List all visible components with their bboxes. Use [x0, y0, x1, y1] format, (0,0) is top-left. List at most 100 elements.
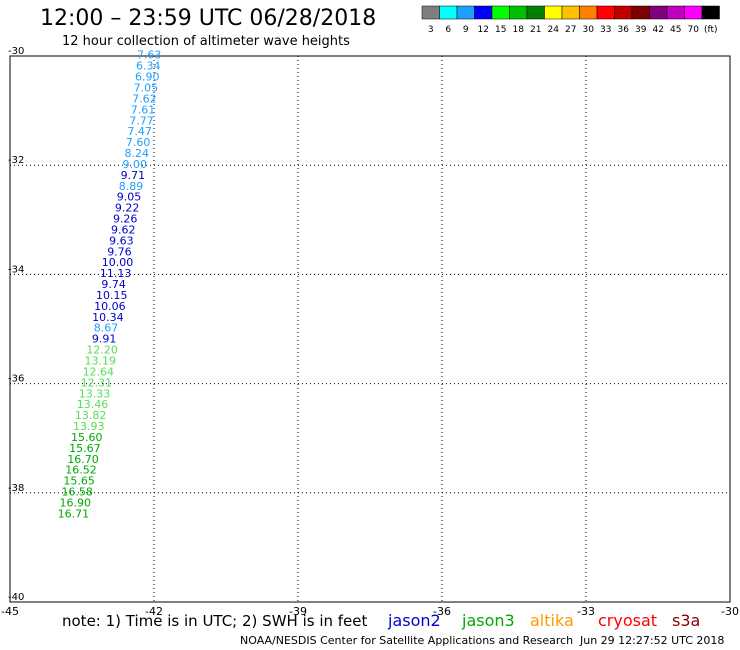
scale-swatch [491, 5, 510, 20]
scale-label: 30 [583, 25, 595, 35]
y-tick-label: -34 [8, 264, 24, 275]
data-point-label: 13.93 [73, 420, 105, 433]
data-point-label: 10.00 [102, 256, 134, 269]
data-point-label: 9.00 [123, 158, 148, 171]
data-point-label: 6.90 [135, 71, 160, 84]
data-point-label: 9.05 [117, 191, 142, 204]
scale-swatch [666, 5, 685, 20]
scale-swatch [509, 5, 528, 20]
data-point-label: 8.24 [124, 147, 149, 160]
page-title: 12:00 – 23:59 UTC 06/28/2018 [40, 6, 377, 31]
satellite-legend-jason2: jason2 [387, 611, 441, 630]
scale-swatch [631, 5, 650, 20]
data-point-label: 8.67 [94, 322, 119, 335]
scale-swatch [474, 5, 493, 20]
scale-label: 39 [635, 25, 647, 35]
scale-label: 70 [688, 25, 700, 35]
data-point-label: 7.77 [129, 114, 154, 127]
data-point-label: 11.13 [100, 267, 132, 280]
scale-label: 15 [495, 25, 506, 35]
scale-label: 24 [548, 25, 560, 35]
y-tick-label: -38 [8, 483, 24, 494]
y-tick-label: -36 [8, 374, 24, 385]
x-tick-label: -42 [145, 605, 163, 618]
page-subtitle: 12 hour collection of altimeter wave hei… [62, 34, 350, 49]
scale-swatch [701, 5, 720, 20]
satellite-legend-altika: altika [530, 611, 574, 630]
data-point-label: 9.26 [113, 213, 138, 226]
data-point-label: 13.82 [75, 409, 107, 422]
data-point-label: 7.62 [132, 92, 157, 105]
x-tick-label: -30 [721, 605, 739, 618]
data-point-label: 16.58 [61, 486, 93, 499]
satellite-legend-jason3: jason3 [461, 611, 515, 630]
data-point-label: 15.60 [71, 431, 103, 444]
scale-label: 9 [463, 25, 469, 35]
data-point-label: 12.64 [83, 365, 115, 378]
data-point-label: 9.22 [115, 202, 140, 215]
scale-label: 42 [653, 25, 664, 35]
y-tick-label: -40 [8, 592, 24, 603]
data-point-label: 9.91 [92, 333, 117, 346]
data-point-label: 13.46 [77, 398, 109, 411]
data-point-label: 6.34 [136, 60, 161, 73]
x-tick-label: -33 [577, 605, 595, 618]
scale-swatch [649, 5, 668, 20]
data-point-label: 10.34 [92, 311, 124, 324]
scale-swatch [544, 5, 563, 20]
footer-note: note: 1) Time is in UTC; 2) SWH is in fe… [62, 612, 368, 630]
scale-swatch [596, 5, 615, 20]
scale-swatch [421, 5, 440, 20]
scale-label: 33 [600, 25, 611, 35]
footer-timestamp: Jun 29 12:27:52 UTC 2018 [580, 634, 725, 647]
scale-label: 3 [428, 25, 434, 35]
scale-label: 12 [478, 25, 489, 35]
data-point-label: 16.90 [60, 496, 92, 509]
data-point-label: 9.71 [121, 169, 146, 182]
data-point-label: 9.74 [101, 278, 126, 291]
data-point-label: 7.63 [137, 49, 162, 62]
data-point-label: 16.71 [58, 507, 90, 520]
scale-label: 36 [618, 25, 630, 35]
data-point-label: 7.05 [134, 81, 159, 94]
scale-label: 45 [670, 25, 681, 35]
data-point-label: 7.60 [126, 136, 151, 149]
data-point-label: 13.33 [79, 387, 111, 400]
data-point-label: 15.65 [63, 475, 95, 488]
data-point-label: 9.62 [111, 223, 136, 236]
x-tick-label: -39 [289, 605, 307, 618]
x-tick-label: -45 [1, 605, 19, 618]
footer-credit: NOAA/NESDIS Center for Satellite Applica… [240, 634, 574, 647]
y-tick-label: -30 [8, 46, 24, 57]
data-point-label: 15.67 [69, 442, 101, 455]
y-tick-label: -32 [8, 155, 24, 166]
scale-swatch [579, 5, 598, 20]
scale-swatch [439, 5, 458, 20]
scale-label: 18 [513, 25, 525, 35]
data-point-label: 13.19 [84, 354, 116, 367]
scale-unit: (ft) [704, 25, 718, 35]
scale-swatch [526, 5, 545, 20]
data-point-label: 12.20 [86, 344, 118, 357]
scale-swatch [684, 5, 703, 20]
data-point-label: 7.47 [127, 125, 152, 138]
plot-frame [9, 55, 731, 603]
scale-label: 6 [445, 25, 451, 35]
data-point-label: 8.89 [119, 180, 144, 193]
x-tick-label: -36 [433, 605, 451, 618]
satellite-legend-s3a: s3a [672, 611, 700, 630]
data-point-label: 10.15 [96, 289, 128, 302]
scale-swatch [614, 5, 633, 20]
data-point-label: 10.06 [94, 300, 126, 313]
data-point-label: 9.76 [107, 245, 132, 258]
scale-label: 21 [530, 25, 541, 35]
satellite-legend-cryosat: cryosat [598, 611, 657, 630]
data-point-label: 7.61 [131, 103, 156, 116]
data-point-label: 12.31 [81, 376, 113, 389]
scale-swatch [561, 5, 580, 20]
scale-label: 27 [565, 25, 576, 35]
scale-swatch [456, 5, 475, 20]
data-point-label: 9.63 [109, 234, 134, 247]
data-point-label: 16.52 [65, 464, 97, 477]
